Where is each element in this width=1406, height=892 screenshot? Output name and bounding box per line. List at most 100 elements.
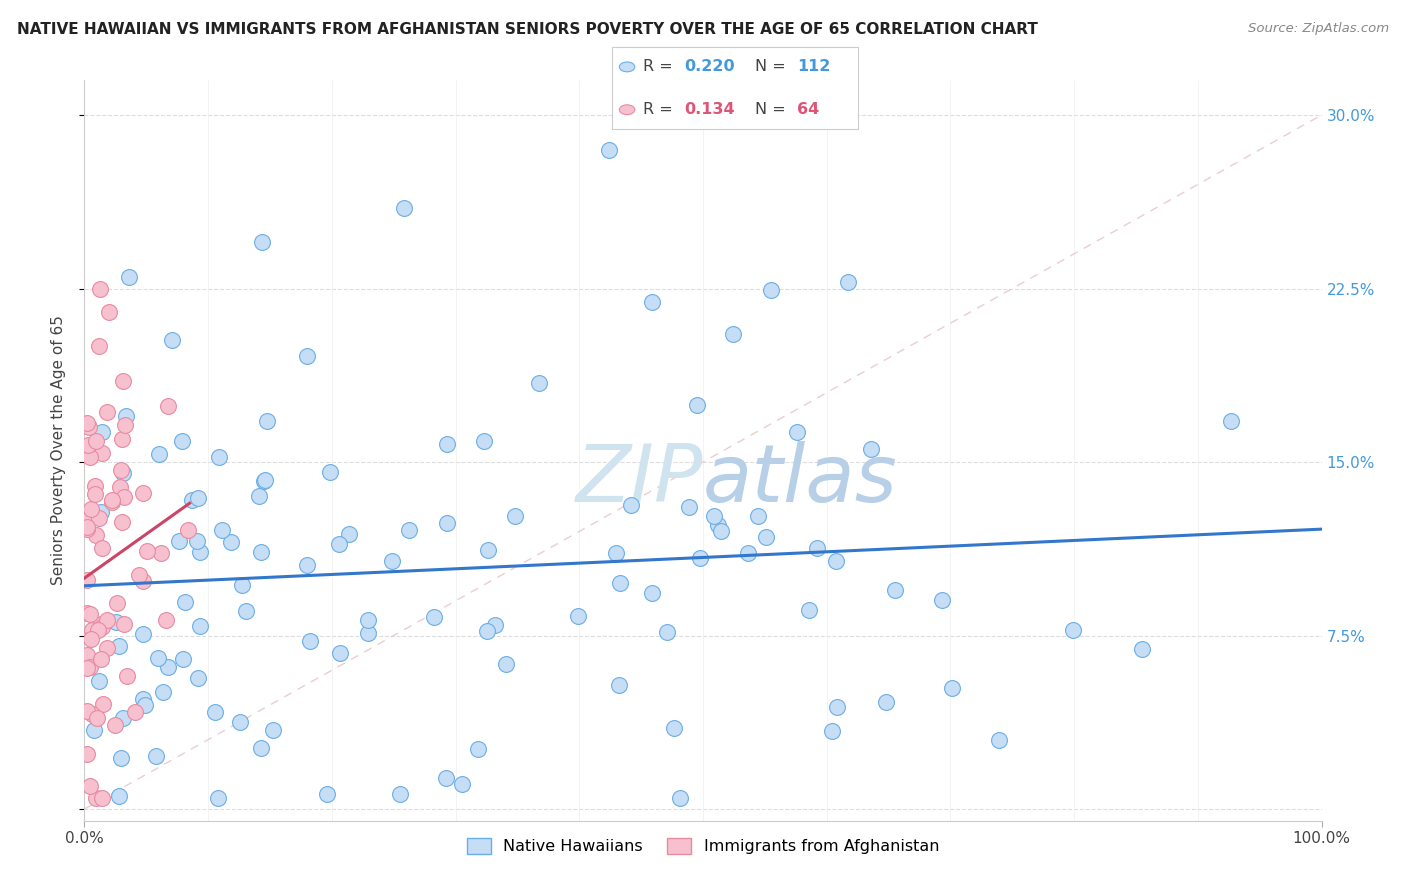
Point xyxy=(436,437,458,451)
Point xyxy=(484,618,506,632)
Point xyxy=(759,283,782,297)
Point xyxy=(398,523,420,537)
Point xyxy=(605,546,627,560)
Point xyxy=(152,685,174,699)
Point xyxy=(91,541,114,555)
Point xyxy=(319,466,342,480)
Point xyxy=(247,489,270,503)
Point xyxy=(208,450,231,465)
Point xyxy=(737,546,759,560)
Point xyxy=(84,790,107,805)
Point xyxy=(100,492,122,507)
Text: R =: R = xyxy=(643,103,678,117)
Point xyxy=(329,646,352,660)
Point xyxy=(298,633,321,648)
Point xyxy=(607,678,630,692)
Point xyxy=(104,718,127,732)
Point xyxy=(89,281,111,295)
Point xyxy=(112,466,135,480)
Point xyxy=(96,405,118,419)
Point xyxy=(231,578,253,592)
Point xyxy=(90,505,112,519)
Point xyxy=(472,434,495,448)
Point xyxy=(156,399,179,413)
Point xyxy=(235,604,257,618)
Text: 64: 64 xyxy=(797,103,820,117)
Point xyxy=(598,143,620,157)
Point xyxy=(295,349,318,363)
Point xyxy=(434,771,457,785)
Point xyxy=(825,700,848,714)
Point xyxy=(703,508,725,523)
Point xyxy=(167,534,190,549)
Point xyxy=(707,518,730,533)
Point xyxy=(207,790,229,805)
Point xyxy=(669,790,692,805)
Point xyxy=(467,741,489,756)
Point xyxy=(82,623,104,637)
Point xyxy=(204,705,226,719)
Point xyxy=(114,417,136,432)
Point xyxy=(105,596,128,610)
Point xyxy=(686,398,709,412)
Point xyxy=(132,627,155,641)
Point xyxy=(84,487,107,501)
Point xyxy=(98,304,121,318)
Point xyxy=(987,733,1010,747)
Point xyxy=(389,788,412,802)
Text: 0.134: 0.134 xyxy=(685,103,735,117)
Point xyxy=(132,486,155,500)
Point xyxy=(609,575,631,590)
Point xyxy=(80,501,103,516)
Point xyxy=(640,294,662,309)
Point xyxy=(503,508,526,523)
Text: atlas: atlas xyxy=(703,441,898,519)
Point xyxy=(436,516,458,530)
Point xyxy=(80,706,103,721)
Point xyxy=(249,740,271,755)
Point xyxy=(250,544,273,558)
Text: ZIP: ZIP xyxy=(575,441,703,519)
Point xyxy=(188,618,211,632)
Point xyxy=(80,632,103,646)
Point xyxy=(256,414,278,428)
Point xyxy=(188,544,211,558)
Point xyxy=(295,558,318,572)
Point xyxy=(423,609,446,624)
Point xyxy=(146,650,169,665)
Point xyxy=(76,520,98,534)
Point xyxy=(101,495,124,509)
Text: NATIVE HAWAIIAN VS IMMIGRANTS FROM AFGHANISTAN SENIORS POVERTY OVER THE AGE OF 6: NATIVE HAWAIIAN VS IMMIGRANTS FROM AFGHA… xyxy=(17,22,1038,37)
Point xyxy=(77,437,100,451)
Point xyxy=(89,339,111,353)
Point xyxy=(90,652,112,666)
Point xyxy=(76,747,98,762)
Point xyxy=(172,434,194,448)
Point xyxy=(1219,414,1241,428)
Point xyxy=(187,671,209,685)
Point xyxy=(115,409,138,424)
Y-axis label: Seniors Poverty Over the Age of 65: Seniors Poverty Over the Age of 65 xyxy=(51,316,66,585)
Point xyxy=(262,723,284,738)
Point xyxy=(883,583,905,598)
Point xyxy=(76,661,98,675)
Point xyxy=(87,673,110,688)
Point xyxy=(79,779,101,793)
Point xyxy=(527,376,550,390)
Point xyxy=(84,528,107,542)
Point xyxy=(253,474,276,488)
Point xyxy=(91,446,114,460)
Point xyxy=(806,541,828,555)
Point xyxy=(148,447,170,461)
Point xyxy=(76,705,98,719)
Point xyxy=(786,425,808,439)
Point xyxy=(451,777,474,791)
Point xyxy=(180,493,202,508)
Point xyxy=(84,434,107,449)
Point xyxy=(84,479,107,493)
Point xyxy=(475,624,498,638)
Point xyxy=(328,537,350,551)
Point xyxy=(83,723,105,738)
Text: 112: 112 xyxy=(797,60,831,74)
Point xyxy=(111,432,134,446)
